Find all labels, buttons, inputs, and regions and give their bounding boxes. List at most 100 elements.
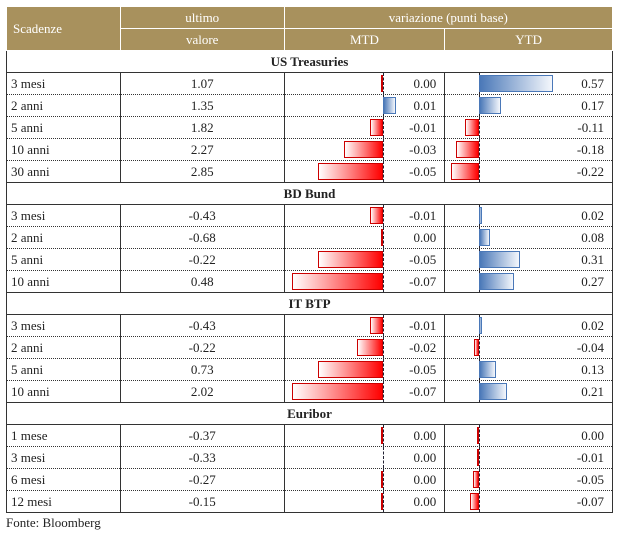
change-value: 0.00: [413, 494, 437, 509]
change-cell: 0.02: [444, 204, 613, 227]
change-value: 0.13: [581, 362, 604, 377]
section-title: BD Bund: [6, 182, 613, 205]
header-scadenze: Scadenze: [6, 6, 121, 51]
table-row: 2 anni -0.22 -0.02 -0.04: [6, 336, 613, 359]
bar-axis: [382, 161, 384, 182]
table-row: 3 mesi -0.43 -0.01 0.02: [6, 204, 613, 227]
bar-axis: [382, 425, 384, 446]
change-value: 0.57: [581, 76, 604, 91]
bar-axis: [479, 139, 481, 160]
source-note: Fonte: Bloomberg: [6, 515, 101, 530]
change-value: 0.00: [581, 428, 604, 443]
data-bar: [455, 141, 480, 158]
maturity-label: 5 anni: [6, 116, 121, 139]
bar-axis: [382, 491, 384, 512]
change-value: -0.11: [577, 120, 604, 135]
header-variazione: variazione (punti base): [283, 6, 614, 29]
change-cell: -0.03: [283, 138, 446, 161]
header-ultimo: ultimo: [119, 6, 285, 29]
data-bar: [380, 229, 383, 246]
table-row: 2 anni -0.68 0.00 0.08: [6, 226, 613, 249]
change-cell: -0.01: [283, 116, 446, 139]
table-row: 6 mesi -0.27 0.00 -0.05: [6, 468, 613, 491]
bar-axis: [479, 447, 481, 468]
change-cell: 0.13: [444, 358, 613, 381]
table-row: 10 anni 2.02 -0.07 0.21: [6, 380, 613, 403]
change-value: 0.17: [581, 98, 604, 113]
last-value: 2.27: [119, 138, 285, 161]
table-row: 2 anni 1.35 0.01 0.17: [6, 94, 613, 117]
bar-axis: [479, 161, 481, 182]
data-bar: [356, 339, 383, 356]
table-row: 12 mesi -0.15 0.00 -0.07: [6, 490, 613, 513]
data-bar: [291, 383, 383, 400]
change-value: 0.21: [581, 384, 604, 399]
data-bar: [380, 427, 383, 444]
data-bar: [369, 317, 383, 334]
change-value: 0.01: [413, 98, 437, 113]
table-row: 5 anni 0.73 -0.05 0.13: [6, 358, 613, 381]
maturity-label: 2 anni: [6, 336, 121, 359]
data-bar: [380, 493, 383, 510]
bar-axis: [479, 491, 481, 512]
data-bar: [479, 273, 515, 290]
data-bar: [291, 273, 383, 290]
table-row: 1 mese -0.37 0.00 0.00: [6, 424, 613, 447]
maturity-label: 12 mesi: [6, 490, 121, 513]
data-bar: [317, 251, 383, 268]
data-bar: [464, 119, 480, 136]
change-value: 0.02: [581, 208, 604, 223]
change-value: 0.00: [413, 76, 437, 91]
change-value: -0.02: [409, 340, 437, 355]
data-bar: [470, 493, 480, 510]
last-value: 2.02: [119, 380, 285, 403]
change-cell: -0.07: [283, 270, 446, 293]
table-row: 3 mesi 1.07 0.00 0.57: [6, 72, 613, 95]
header-mtd: MTD: [283, 28, 446, 51]
data-bar: [380, 75, 383, 92]
bar-axis: [382, 249, 384, 270]
table-row: 5 anni -0.22 -0.05 0.31: [6, 248, 613, 271]
bar-axis: [382, 205, 384, 226]
change-cell: -0.05: [283, 160, 446, 183]
bar-axis: [479, 337, 481, 358]
change-value: -0.05: [409, 252, 437, 267]
change-value: 0.08: [581, 230, 604, 245]
data-bar: [479, 317, 482, 334]
data-bar: [369, 119, 383, 136]
maturity-label: 5 anni: [6, 248, 121, 271]
maturity-label: 3 mesi: [6, 446, 121, 469]
maturity-label: 10 anni: [6, 380, 121, 403]
last-value: -0.15: [119, 490, 285, 513]
table-row: 10 anni 0.48 -0.07 0.27: [6, 270, 613, 293]
bar-axis: [382, 469, 384, 490]
change-cell: 0.00: [283, 468, 446, 491]
change-value: -0.01: [409, 120, 437, 135]
change-cell: -0.18: [444, 138, 613, 161]
last-value: 1.35: [119, 94, 285, 117]
data-bar: [474, 339, 480, 356]
data-bar: [477, 449, 480, 466]
table-row: 3 mesi -0.43 -0.01 0.02: [6, 314, 613, 337]
change-value: -0.07: [409, 384, 437, 399]
change-cell: -0.05: [283, 248, 446, 271]
change-cell: -0.11: [444, 116, 613, 139]
last-value: 0.73: [119, 358, 285, 381]
bar-axis: [382, 73, 384, 94]
section-title: Euribor: [6, 402, 613, 425]
last-value: -0.22: [119, 248, 285, 271]
change-value: -0.05: [409, 362, 437, 377]
last-value: 0.48: [119, 270, 285, 293]
change-value: -0.05: [409, 164, 437, 179]
last-value: -0.22: [119, 336, 285, 359]
bar-axis: [382, 359, 384, 380]
bar-axis: [382, 337, 384, 358]
maturity-label: 2 anni: [6, 226, 121, 249]
data-bar: [479, 229, 490, 246]
change-cell: -0.01: [283, 314, 446, 337]
maturity-label: 2 anni: [6, 94, 121, 117]
change-cell: 0.27: [444, 270, 613, 293]
change-cell: 0.02: [444, 314, 613, 337]
change-value: -0.01: [409, 208, 437, 223]
change-value: -0.03: [409, 142, 437, 157]
